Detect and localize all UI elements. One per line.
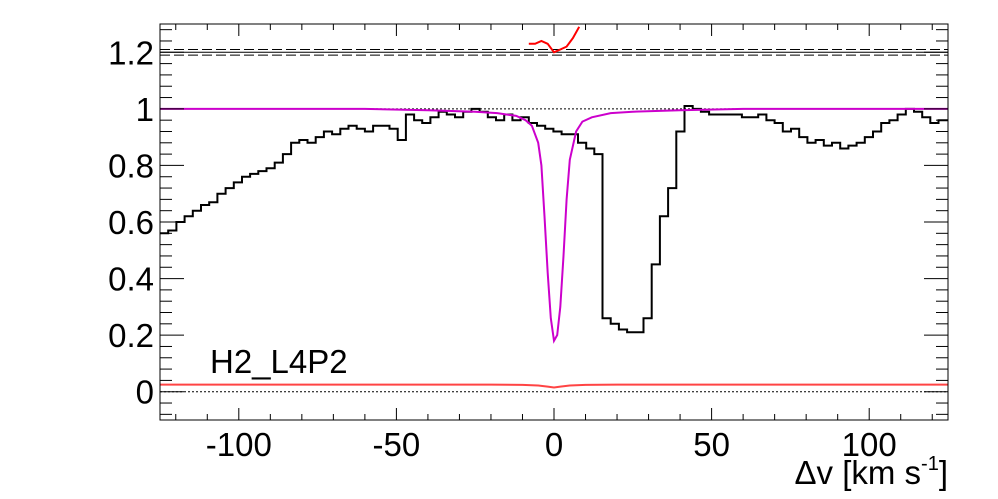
x-axis-title: Δv [km s-1] [794, 453, 948, 491]
x-tick-label: 0 [545, 426, 563, 463]
series-error [160, 383, 948, 389]
x-tick-label: 100 [842, 426, 897, 463]
series-data [160, 105, 948, 334]
x-axis-title-sup: -1 [921, 453, 939, 475]
x-axis-title-main: Δv [km s [794, 454, 921, 491]
line-annotation: H2_L4P2 [210, 343, 348, 380]
x-axis-title-close: ] [939, 454, 948, 491]
ticks-layer [160, 24, 948, 420]
y-tick-label: 0.2 [108, 317, 154, 354]
series-layer [160, 26, 948, 389]
x-tick-label: -50 [373, 426, 421, 463]
x-tick-label: -100 [206, 426, 272, 463]
y-tick-label: 0.8 [108, 147, 154, 184]
y-tick-label: 1.2 [108, 34, 154, 71]
tick-labels: -100 -50 0 50 100 0 0.2 0.4 0.6 0.8 1 1.2 [108, 34, 897, 463]
y-tick-label: 0.6 [108, 204, 154, 241]
y-tick-label: 0 [136, 374, 154, 411]
series-residual [528, 26, 581, 54]
x-tick-label: 50 [693, 426, 730, 463]
series-model [160, 107, 948, 344]
y-tick-label: 1 [136, 91, 154, 128]
y-tick-label: 0.4 [108, 261, 154, 298]
